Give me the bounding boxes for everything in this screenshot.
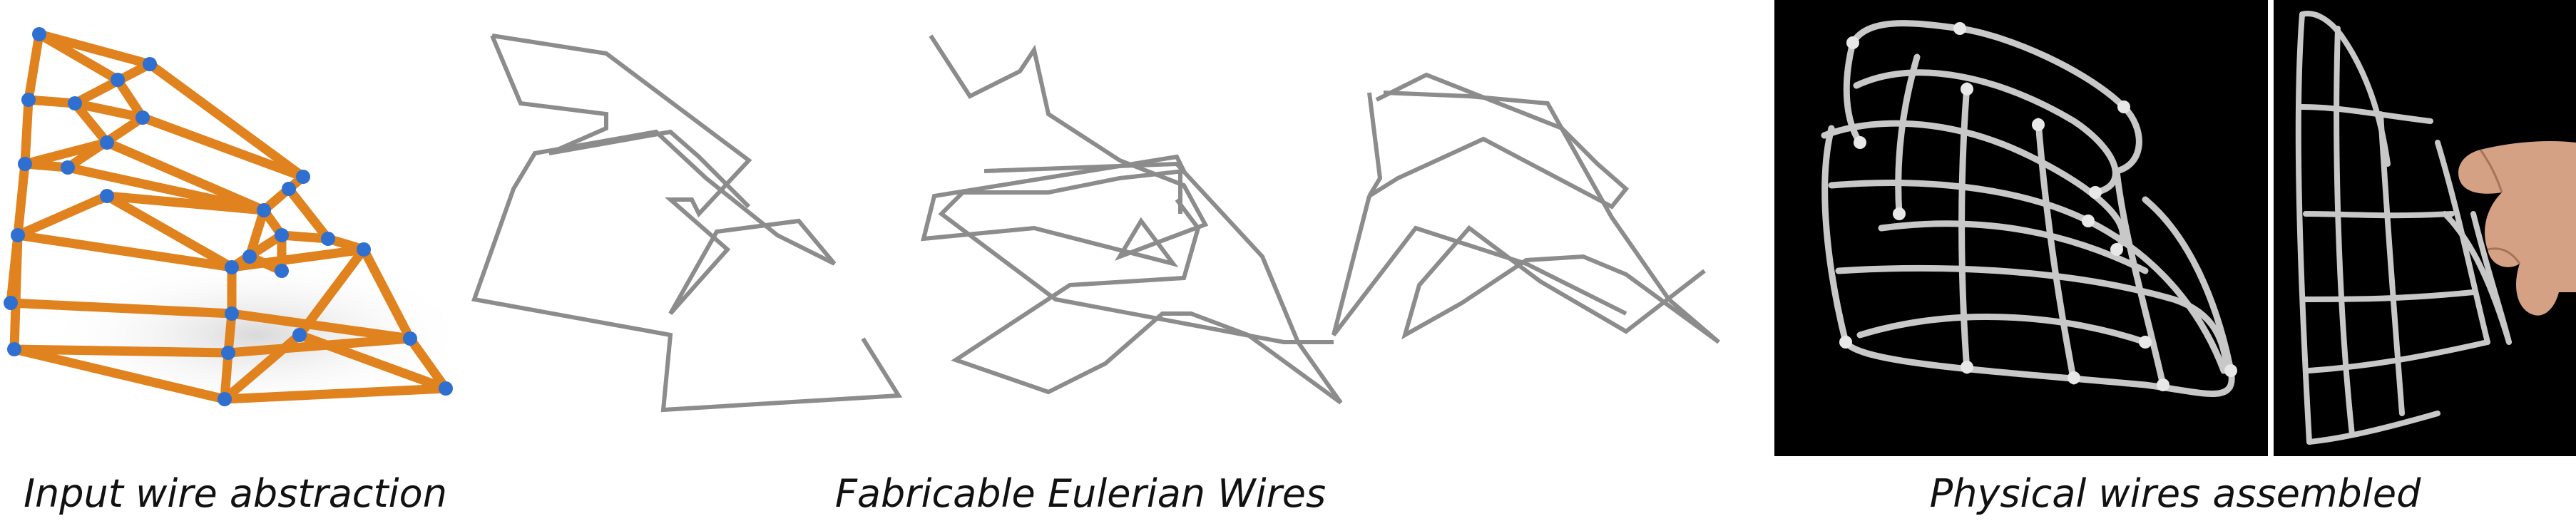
- eulerian-wire-2-panel: [906, 0, 1355, 428]
- eulerian-wire-3-panel: [1327, 0, 1740, 428]
- eulerian-wire-1-panel: [464, 0, 920, 428]
- physical-wires-photo-right: [2274, 0, 2576, 456]
- assembled-wire-model-side-view: [1774, 0, 2268, 456]
- assembled-wire-model-in-hand: [2274, 0, 2576, 456]
- caption-physical-wires-assembled: Physical wires assembled: [1854, 462, 2496, 526]
- eulerian-wire-2: [906, 0, 1355, 428]
- eulerian-wire-1: [464, 0, 920, 428]
- caption-input-wire-abstraction: Input wire abstraction: [0, 462, 471, 526]
- input-wire-abstraction-panel: [0, 0, 471, 428]
- physical-wires-photo-left: [1774, 0, 2268, 456]
- eulerian-wire-3: [1327, 0, 1740, 428]
- caption-fabricable-eulerian-wires: Fabricable Eulerian Wires: [784, 462, 1376, 526]
- input-wire-graph: [0, 0, 471, 428]
